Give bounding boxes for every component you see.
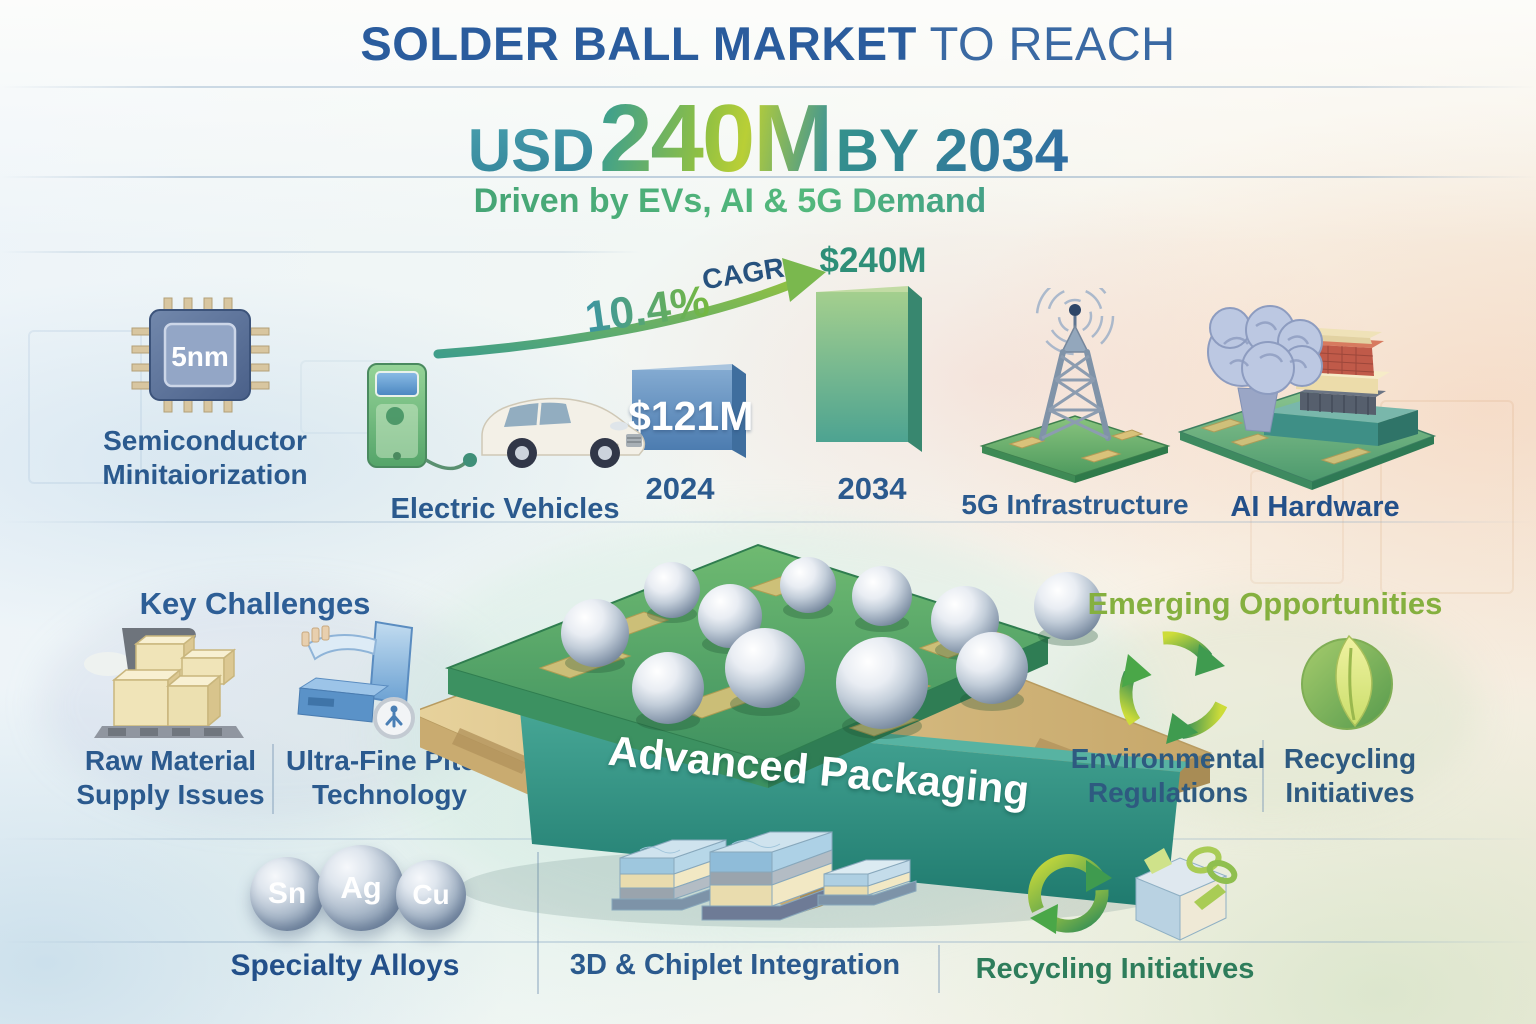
electric-vehicles-label: Electric Vehicles <box>390 493 620 525</box>
chiplet-integration-label: 3D & Chiplet Integration <box>569 949 901 981</box>
chiplet-stack-icon <box>611 831 917 921</box>
eco-leaf-icon <box>1301 634 1393 730</box>
material-pallet-icon <box>84 628 244 738</box>
5g-tower-icon <box>979 288 1171 483</box>
divider-vertical <box>938 945 940 993</box>
alloy-sphere-cu: Cu <box>396 860 466 930</box>
divider-vertical <box>537 852 539 994</box>
bar-2034-year: 2034 <box>837 471 907 506</box>
divider <box>0 86 1536 88</box>
divider <box>0 941 1536 943</box>
ai-hardware-label: AI Hardware <box>1230 491 1400 523</box>
ai-brain-chip-icon <box>1177 305 1437 490</box>
microchip-icon: 5nm <box>131 297 270 413</box>
environmental-regulations-label: Environmental Regulations <box>1070 743 1266 809</box>
emerging-opportunities-heading: Emerging Opportunities <box>1087 586 1443 621</box>
alloy-sn-label: Sn <box>267 877 307 910</box>
bar-2034-value: $240M <box>819 241 927 280</box>
headline-value-line: USD 240M BY 2034 <box>0 84 1536 194</box>
alloy-sphere-sn: Sn <box>250 857 324 931</box>
bar-2024-year: 2024 <box>645 471 715 506</box>
alloy-ag-label: Ag <box>340 870 382 905</box>
growth-arrow-icon <box>433 258 826 359</box>
divider-vertical <box>272 744 274 814</box>
bar-2024-value: $121M <box>628 393 754 439</box>
title-line: SOLDER BALL MARKET TO REACH <box>0 16 1536 71</box>
divider <box>0 176 1536 178</box>
recycle-loop-box-icon <box>1028 846 1238 941</box>
background-sketch <box>1380 400 1514 594</box>
alloy-cu-label: Cu <box>412 879 450 910</box>
title-main: SOLDER BALL MARKET <box>360 17 917 70</box>
divider-vertical <box>1262 740 1264 812</box>
recycling-initiatives-bottom-label: Recycling Initiatives <box>975 953 1255 985</box>
chip-node-text: 5nm <box>171 341 229 372</box>
headline-value: 240M <box>599 85 833 192</box>
ev-charging-car-icon <box>367 363 646 471</box>
recycle-triangle-icon <box>1119 631 1228 745</box>
5g-infrastructure-label: 5G Infrastructure <box>961 489 1189 520</box>
headline-usd: USD <box>467 117 595 184</box>
background-sketch <box>28 330 142 484</box>
bar-chart-2024-2034 <box>632 286 922 458</box>
semiconductor-label: Semiconductor Minitaiorization <box>102 425 308 491</box>
bonding-machine-icon <box>297 620 415 739</box>
divider <box>0 251 640 253</box>
recycling-initiatives-label: Recycling Initiatives <box>1283 743 1417 809</box>
specialty-alloys-label: Specialty Alloys <box>230 949 460 982</box>
title-tail: TO REACH <box>916 17 1176 70</box>
key-challenges-heading: Key Challenges <box>139 586 371 621</box>
divider <box>0 521 1536 523</box>
alloy-sphere-ag: Ag <box>318 845 404 931</box>
headline-by: BY 2034 <box>835 117 1069 184</box>
raw-material-label: Raw Material Supply Issues <box>76 745 265 811</box>
subtitle: Driven by EVs, AI & 5G Demand <box>0 182 1460 221</box>
